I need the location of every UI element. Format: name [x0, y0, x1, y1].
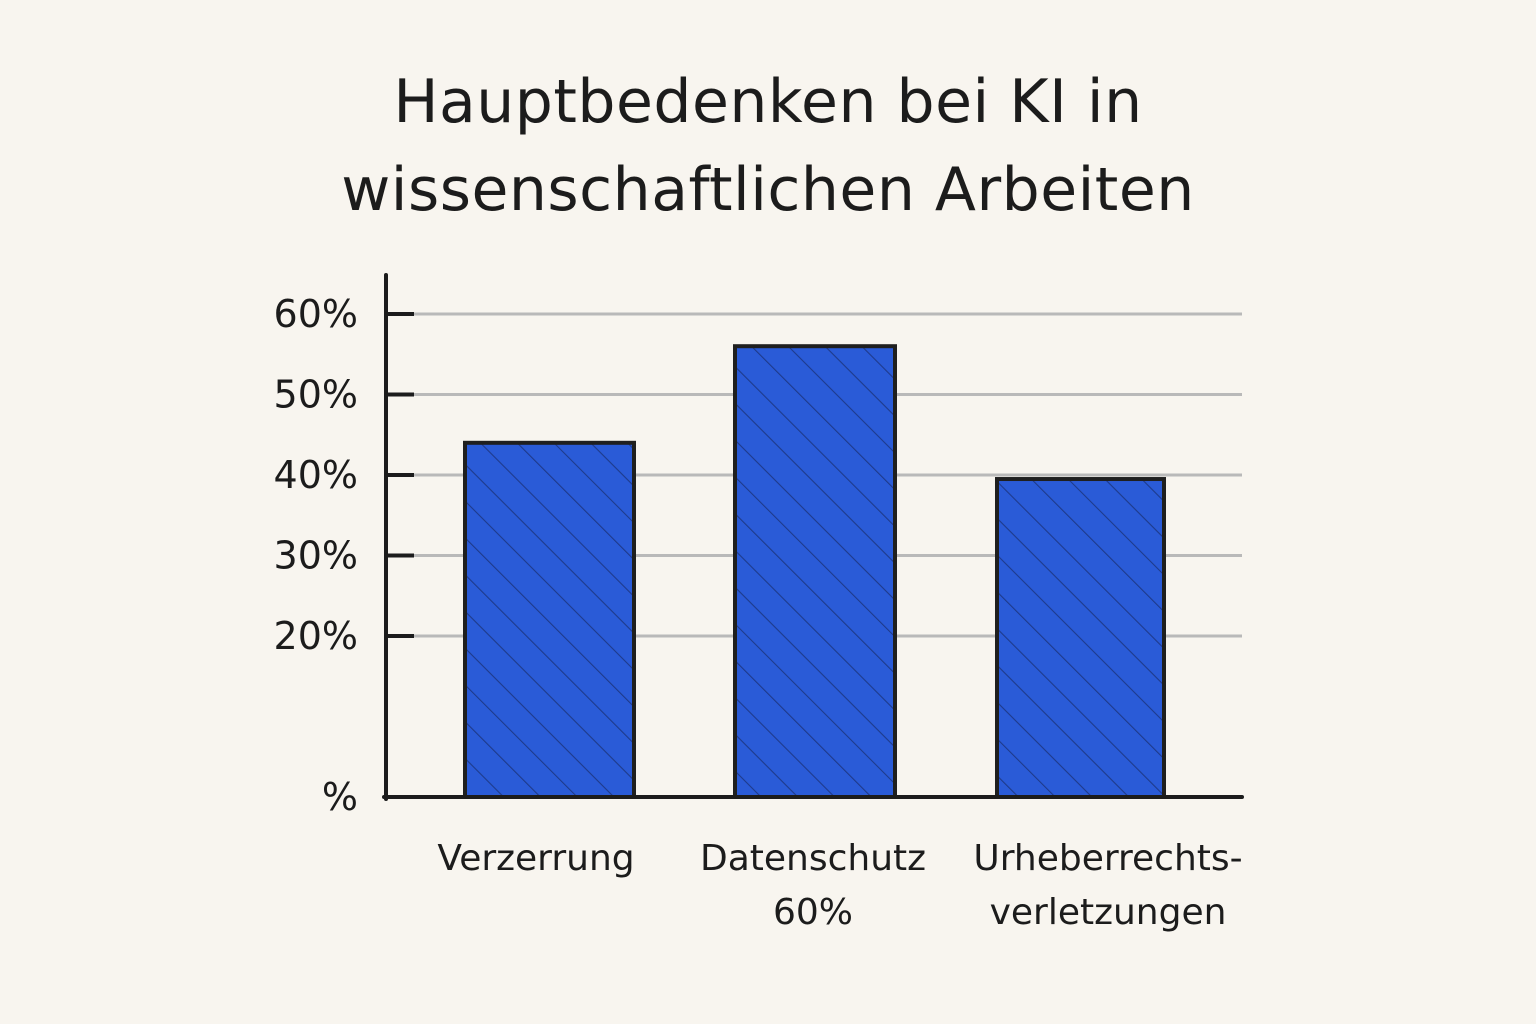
- y-tick-label: 50%: [274, 373, 358, 417]
- bar-outline: [995, 477, 1166, 799]
- bar-1: [463, 440, 636, 799]
- category-label-2: Datenschutz 60%: [700, 838, 926, 933]
- bar-2: [733, 344, 897, 799]
- category-label-line: Datenschutz: [700, 838, 926, 879]
- chart-title-line-2: wissenschaftlichen Arbeiten: [341, 155, 1195, 225]
- category-label-line: 60%: [773, 892, 853, 933]
- y-tick-label: 20%: [274, 614, 358, 658]
- y-tick-label: 60%: [274, 292, 358, 336]
- y-tick-label: 40%: [274, 453, 358, 497]
- x-axis-categories: Verzerrung Datenschutz 60% Urheberrechts-ve…: [437, 838, 1242, 933]
- bars: [463, 344, 1166, 799]
- y-tick-label: 30%: [274, 534, 358, 578]
- axes: [382, 273, 1244, 801]
- chart-title-line-1: Hauptbedenken bei KI in: [393, 67, 1143, 137]
- bar-3: [995, 477, 1166, 799]
- bar-outline: [463, 440, 636, 799]
- category-label-line: Verzerrung: [437, 838, 634, 879]
- category-label-3: Urheberrechts-verletzungen: [973, 838, 1242, 933]
- y-axis-ticks: % 20% 30% 40% 50% 60%: [274, 292, 414, 819]
- category-label-1: Verzerrung: [437, 838, 634, 879]
- category-label-line: Urheberrechts-: [973, 838, 1242, 879]
- category-label-line: verletzungen: [990, 892, 1227, 933]
- chart-title: Hauptbedenken bei KI in wissenschaftlich…: [0, 58, 1536, 234]
- y-tick-label: %: [322, 775, 358, 819]
- bar-outline: [733, 344, 897, 799]
